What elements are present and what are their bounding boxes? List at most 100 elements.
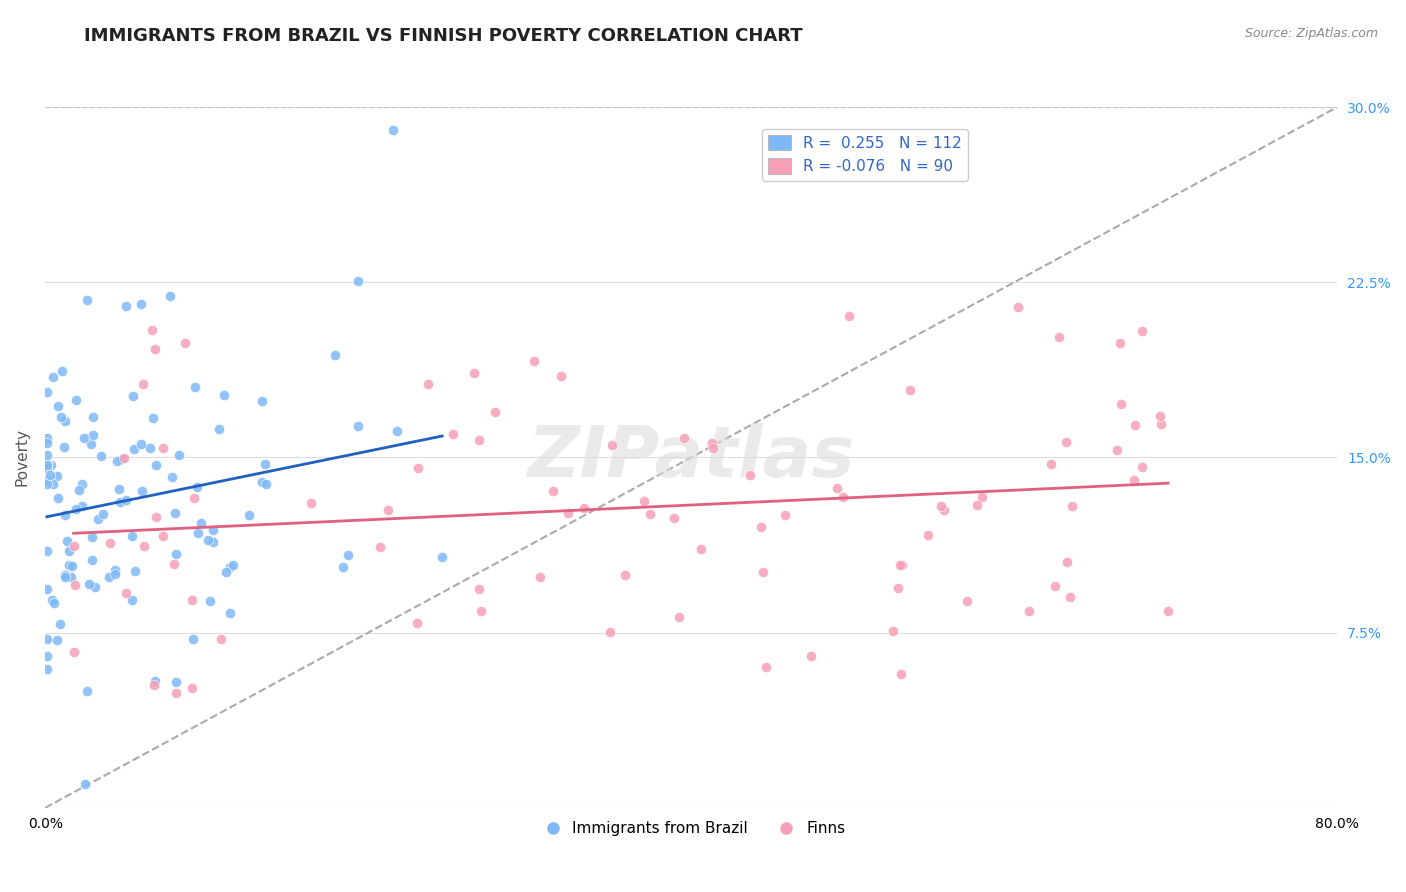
Text: ZIPatlas: ZIPatlas xyxy=(527,423,855,491)
Point xyxy=(931,499,953,513)
Point xyxy=(387,424,409,438)
Point xyxy=(67,483,90,497)
Point xyxy=(377,502,399,516)
Point xyxy=(463,366,485,380)
Point xyxy=(114,299,136,313)
Point xyxy=(42,477,65,491)
Point xyxy=(740,468,762,483)
Point xyxy=(1007,300,1029,314)
Point xyxy=(1130,460,1153,475)
Point xyxy=(41,370,63,384)
Point xyxy=(218,560,240,574)
Point xyxy=(55,570,77,584)
Point xyxy=(41,592,63,607)
Point xyxy=(46,491,69,505)
Point xyxy=(1018,604,1040,618)
Point xyxy=(52,440,75,454)
Point xyxy=(484,405,506,419)
Point xyxy=(49,410,72,425)
Point xyxy=(700,435,723,450)
Point xyxy=(1123,417,1146,432)
Point xyxy=(837,309,859,323)
Point xyxy=(90,449,112,463)
Point xyxy=(523,354,546,368)
Point xyxy=(917,528,939,542)
Point xyxy=(55,508,77,522)
Point xyxy=(613,567,636,582)
Point xyxy=(323,348,346,362)
Point xyxy=(1109,396,1132,410)
Point xyxy=(163,558,186,572)
Point xyxy=(111,452,134,467)
Point xyxy=(35,456,58,470)
Point xyxy=(755,659,778,673)
Text: Source: ZipAtlas.com: Source: ZipAtlas.com xyxy=(1244,27,1378,40)
Y-axis label: Poverty: Poverty xyxy=(15,428,30,486)
Point xyxy=(207,422,229,436)
Point xyxy=(689,542,711,557)
Point xyxy=(58,558,80,573)
Point xyxy=(202,534,225,549)
Point xyxy=(62,539,84,553)
Point xyxy=(467,434,489,448)
Point xyxy=(250,475,273,489)
Text: IMMIGRANTS FROM BRAZIL VS FINNISH POVERTY CORRELATION CHART: IMMIGRANTS FROM BRAZIL VS FINNISH POVERT… xyxy=(84,27,803,45)
Point xyxy=(1059,590,1081,604)
Point xyxy=(35,476,58,491)
Point xyxy=(956,594,979,608)
Point xyxy=(121,593,143,607)
Point xyxy=(104,566,127,581)
Point xyxy=(181,681,204,695)
Point xyxy=(35,436,58,450)
Point xyxy=(299,496,322,510)
Point xyxy=(108,483,131,497)
Point xyxy=(143,342,166,356)
Point xyxy=(187,525,209,540)
Point xyxy=(152,442,174,456)
Point xyxy=(65,501,87,516)
Point xyxy=(35,460,58,475)
Point xyxy=(253,457,276,471)
Point xyxy=(129,297,152,311)
Point xyxy=(72,431,94,445)
Point xyxy=(139,441,162,455)
Point xyxy=(197,533,219,547)
Point xyxy=(72,477,94,491)
Point xyxy=(638,507,661,521)
Point xyxy=(35,457,58,471)
Point xyxy=(97,570,120,584)
Point xyxy=(406,460,429,475)
Point xyxy=(668,609,690,624)
Point xyxy=(152,529,174,543)
Point xyxy=(201,523,224,537)
Legend: Immigrants from Brazil, Finns: Immigrants from Brazil, Finns xyxy=(531,815,852,842)
Point xyxy=(254,477,277,491)
Point xyxy=(190,516,212,530)
Point xyxy=(82,409,104,424)
Point xyxy=(882,624,904,638)
Point xyxy=(143,674,166,689)
Point xyxy=(966,498,988,512)
Point xyxy=(44,595,66,609)
Point xyxy=(1054,434,1077,449)
Point xyxy=(416,376,439,391)
Point xyxy=(1107,442,1129,457)
Point xyxy=(662,511,685,525)
Point xyxy=(41,458,63,472)
Point xyxy=(209,632,232,646)
Point xyxy=(48,617,70,632)
Point xyxy=(831,490,853,504)
Point xyxy=(165,506,187,520)
Point xyxy=(347,274,370,288)
Point xyxy=(76,684,98,698)
Point xyxy=(60,558,83,573)
Point xyxy=(63,577,86,591)
Point xyxy=(65,392,87,407)
Point xyxy=(56,533,79,548)
Point xyxy=(898,383,921,397)
Point xyxy=(80,531,103,545)
Point xyxy=(59,570,82,584)
Point xyxy=(186,480,208,494)
Point xyxy=(35,543,58,558)
Point xyxy=(672,431,695,445)
